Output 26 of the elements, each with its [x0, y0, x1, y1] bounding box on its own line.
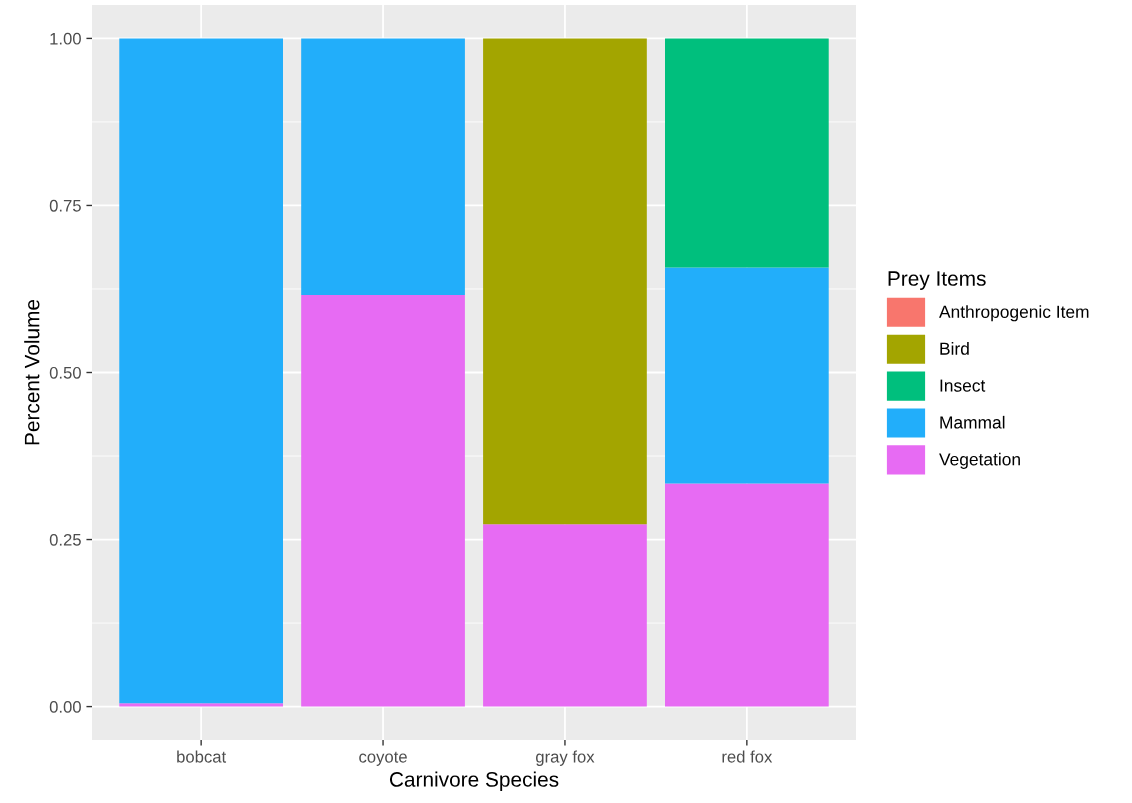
legend-label: Anthropogenic Item: [939, 305, 1089, 322]
y-tick-label: 0.00: [49, 700, 81, 713]
bar: [301, 38, 465, 295]
bar: [665, 38, 829, 268]
x-axis-title: Carnivore Species: [389, 771, 559, 791]
legend-label: Bird: [940, 342, 969, 355]
legend-label: Vegetation: [939, 452, 1020, 469]
bar: [119, 703, 283, 707]
bar: [665, 267, 829, 484]
bar: [483, 524, 647, 707]
bar: [483, 38, 647, 525]
y-tick-label: 0.50: [49, 366, 81, 379]
x-tick-label: gray fox: [536, 750, 595, 766]
bar: [665, 483, 829, 707]
y-tick-label: 1.00: [50, 32, 81, 45]
x-tick-label: coyote: [359, 751, 407, 766]
y-axis-title: Percent Volume: [24, 299, 40, 445]
legend-label: Mammal: [940, 415, 1005, 429]
y-tick-label: 0.75: [49, 199, 81, 212]
y-tick-label: 0.25: [49, 533, 81, 546]
bar: [119, 38, 283, 704]
legend-label: Insect: [940, 379, 986, 392]
x-tick-label: red fox: [722, 750, 773, 763]
legend-title: Prey Items: [888, 271, 986, 290]
x-tick-label: bobcat: [177, 750, 227, 763]
bar: [301, 294, 465, 707]
